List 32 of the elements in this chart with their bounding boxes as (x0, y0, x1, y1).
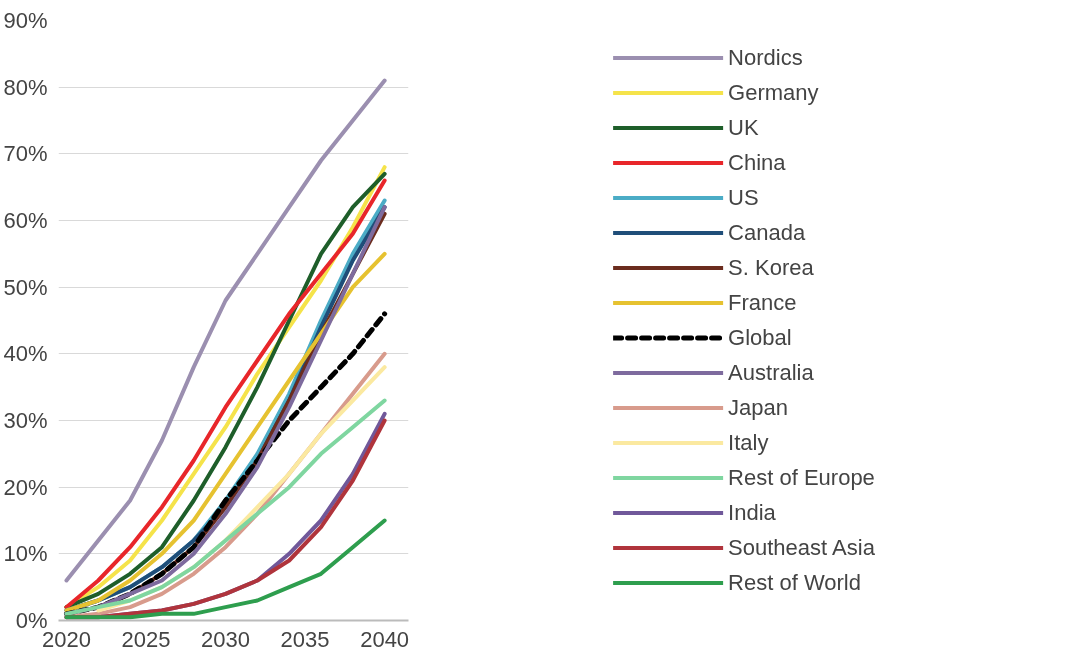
legend-label: Germany (728, 79, 819, 106)
legend-label: Japan (728, 394, 789, 421)
legend-label: China (728, 149, 786, 176)
legend-label: S. Korea (728, 254, 814, 281)
x-tick-label: 2025 (121, 626, 171, 649)
y-tick-label: 40% (3, 341, 48, 367)
y-tick-label: 0% (15, 608, 48, 633)
y-tick-label: 20% (3, 474, 48, 500)
y-tick-label: 30% (3, 408, 48, 433)
legend-label: Rest of World (728, 569, 861, 596)
y-tick-label: 60% (3, 208, 48, 233)
legend-label: Australia (728, 359, 814, 386)
y-tick-label: 70% (3, 141, 48, 167)
legend-label: Rest of Europe (728, 464, 875, 491)
legend-label: Canada (728, 219, 806, 246)
x-tick-label: 2030 (201, 626, 251, 649)
line-series (64, 518, 387, 620)
legend-label: UK (728, 114, 759, 141)
y-tick-label: 80% (3, 74, 48, 100)
x-tick-label: 2035 (280, 626, 330, 649)
legend-label: Nordics (728, 44, 803, 71)
y-tick-label: 50% (3, 274, 48, 300)
y-tick-label: 10% (3, 541, 48, 567)
y-tick-label: 90% (3, 8, 48, 33)
legend-label: India (728, 499, 776, 526)
legend-label: Italy (728, 429, 769, 456)
line-series (64, 78, 387, 583)
x-tick-label: 2040 (360, 626, 410, 649)
legend-label: US (728, 184, 759, 211)
legend-label: France (728, 289, 797, 316)
legend-label: Global (728, 324, 792, 351)
legend-label: Southeast Asia (728, 534, 875, 561)
